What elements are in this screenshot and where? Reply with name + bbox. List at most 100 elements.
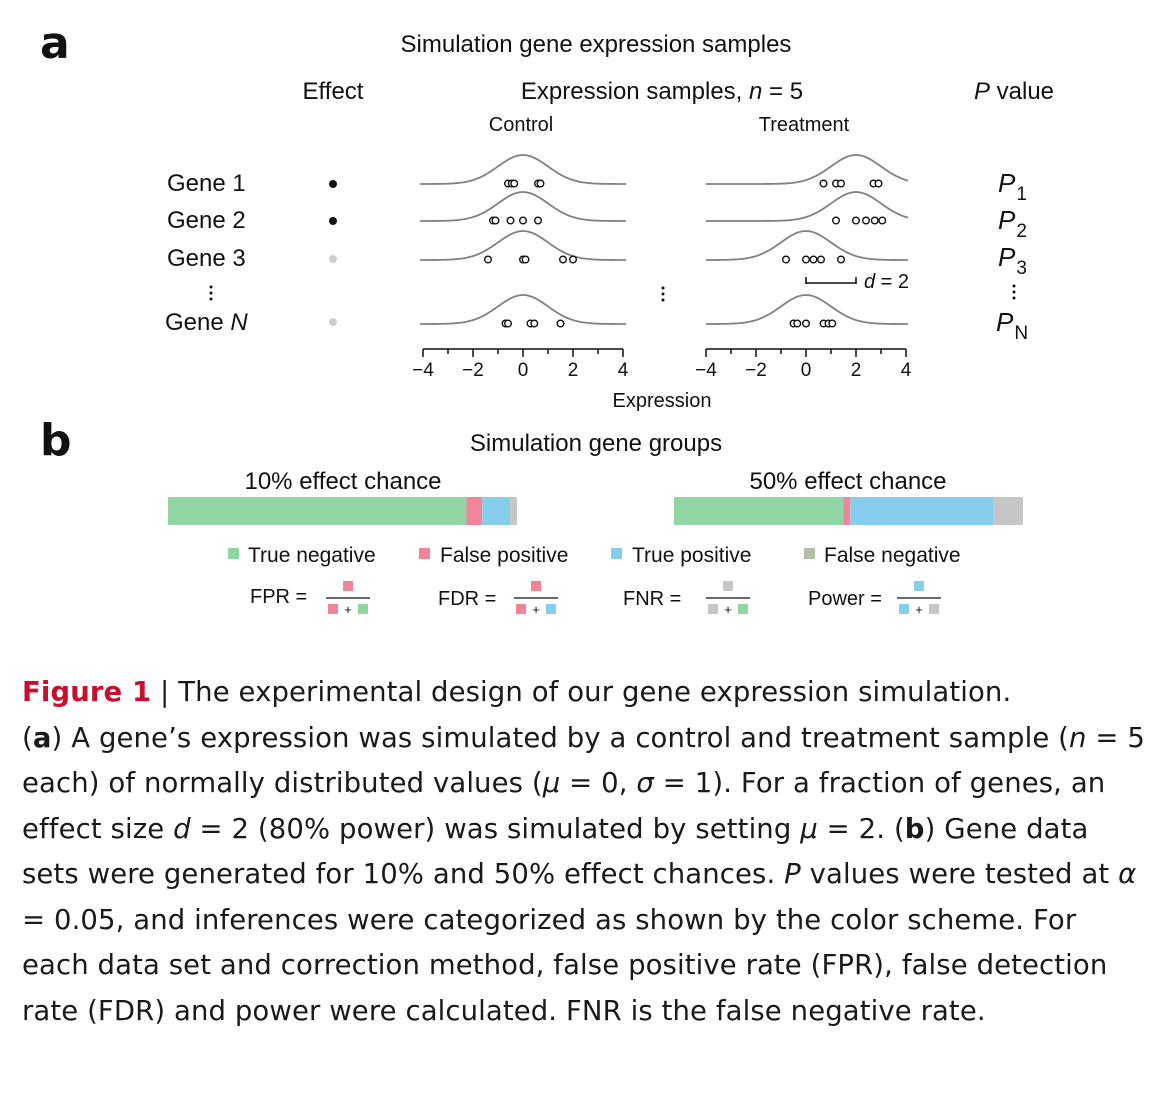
panel-b-title: Simulation gene groups xyxy=(470,430,722,457)
gene-label-2: Gene 2 xyxy=(167,207,246,234)
bar-segment-50-true-positive xyxy=(850,497,994,525)
legend-swatch-true-negative xyxy=(228,548,239,559)
control-label: Control xyxy=(489,114,553,136)
tick-label-control: 4 xyxy=(618,360,629,381)
bar-segment-50-false-positive xyxy=(843,497,851,525)
fraction-denominator-b-power xyxy=(929,604,939,614)
distribution-curve-control-3 xyxy=(420,230,626,261)
formula-power-fraction: + xyxy=(897,581,941,617)
sample-point-control-2-2 xyxy=(491,216,500,225)
legend-true-negative: True negative xyxy=(248,544,376,567)
sample-point-treatment-4-2 xyxy=(793,319,802,328)
panel-a-letter: a xyxy=(40,18,70,69)
caption-figure-label: Figure 1 xyxy=(22,676,152,708)
sample-point-treatment-3-5 xyxy=(837,255,846,264)
sample-point-control-3-1 xyxy=(484,255,493,264)
distribution-plots xyxy=(420,154,909,328)
sample-point-treatment-1-1 xyxy=(819,179,828,188)
sample-point-control-1-3 xyxy=(510,179,519,188)
group-left-label: 10% effect chance xyxy=(244,468,441,495)
fraction-plus-power: + xyxy=(915,602,923,617)
formula-fpr-label: FPR = xyxy=(250,586,307,608)
bar-segment-10-false-positive xyxy=(466,497,483,525)
bar-segment-10-true-positive xyxy=(482,497,511,525)
bar-segment-10-false-negative xyxy=(510,497,517,525)
tick-label-treatment: 0 xyxy=(801,360,812,381)
sample-point-treatment-2-2 xyxy=(852,216,861,225)
tick-label-control: 0 xyxy=(518,360,529,381)
tick-label-control: −2 xyxy=(462,360,484,381)
stacked-bar-10 xyxy=(168,497,517,525)
sample-point-control-2-4 xyxy=(519,216,528,225)
effect-size-label: d = 2 xyxy=(864,271,909,293)
sample-point-treatment-3-3 xyxy=(809,255,818,264)
sample-point-control-3-3 xyxy=(521,255,530,264)
legend-swatch-false-positive xyxy=(419,548,430,559)
sample-point-treatment-2-5 xyxy=(878,216,887,225)
vertical-ellipsis-pvalues xyxy=(1012,284,1016,300)
formula-fpr-fraction: + xyxy=(326,581,370,617)
distribution-curve-treatment-2 xyxy=(706,191,909,222)
treatment-label: Treatment xyxy=(759,114,850,136)
formula-fdr-label: FDR = xyxy=(438,588,496,610)
bar-segment-50-true-negative xyxy=(674,497,844,525)
distribution-curve-control-1 xyxy=(420,154,626,185)
caption-title: The experimental design of our gene expr… xyxy=(178,676,1012,708)
effect-dot-n xyxy=(329,318,337,326)
axis-control: −4 −2 0 2 4 xyxy=(412,348,629,381)
sample-point-treatment-1-5 xyxy=(874,179,883,188)
fraction-denominator-a-fnr xyxy=(708,604,718,614)
tick-label-control: 2 xyxy=(568,360,579,381)
effect-dot-3 xyxy=(329,255,337,263)
tick-label-treatment: 2 xyxy=(851,360,862,381)
formula-fdr-fraction: + xyxy=(514,581,558,617)
sample-point-treatment-2-3 xyxy=(862,216,871,225)
effect-dot-1 xyxy=(329,180,337,188)
formula-fnr-fraction: + xyxy=(706,581,750,617)
fraction-denominator-a-fpr xyxy=(328,604,338,614)
caption-sub-b: b xyxy=(904,812,925,845)
tick-label-treatment: 4 xyxy=(901,360,912,381)
fraction-plus-fpr: + xyxy=(344,602,352,617)
formula-fnr-label: FNR = xyxy=(623,588,681,610)
gene-label-n: Gene N xyxy=(165,309,248,336)
distribution-curve-treatment-1 xyxy=(706,154,909,185)
sample-point-treatment-3-2 xyxy=(802,255,811,264)
formulas: FPR = + FDR = + FNR = + Power = + xyxy=(250,581,941,617)
fraction-denominator-a-power xyxy=(899,604,909,614)
fraction-numerator-fnr xyxy=(723,581,733,591)
sample-point-control-3-4 xyxy=(559,255,568,264)
sample-point-treatment-1-3 xyxy=(837,179,846,188)
fraction-numerator-power xyxy=(914,581,924,591)
distribution-curve-treatment-3 xyxy=(706,230,908,261)
legend-false-negative: False negative xyxy=(824,544,961,567)
legend-true-positive: True positive xyxy=(632,544,751,567)
fraction-denominator-a-fdr xyxy=(516,604,526,614)
caption-separator: | xyxy=(151,676,179,708)
legend: True negative False positive True positi… xyxy=(228,544,961,567)
sample-point-control-4-4 xyxy=(530,319,539,328)
group-right-label: 50% effect chance xyxy=(749,468,946,495)
sample-point-treatment-4-3 xyxy=(802,319,811,328)
gene-label-3: Gene 3 xyxy=(167,245,246,272)
fraction-denominator-b-fnr xyxy=(738,604,748,614)
stacked-bar-50 xyxy=(674,497,1024,525)
caption-sub-a: a xyxy=(32,721,52,754)
figure-caption: Figure 1 | The experimental design of ou… xyxy=(22,676,1145,1027)
bar-segment-10-true-negative xyxy=(168,497,467,525)
p-value-3: P3 xyxy=(998,242,1027,279)
sample-point-control-2-3 xyxy=(506,216,515,225)
tick-label-treatment: −4 xyxy=(695,360,717,381)
x-axis-label: Expression xyxy=(613,390,712,412)
p-value-2: P2 xyxy=(998,205,1027,242)
p-value-n: PN xyxy=(996,307,1028,344)
samples-header: Expression samples, n = 5 xyxy=(521,78,803,105)
sample-point-control-4-5 xyxy=(556,319,565,328)
distribution-curve-control-2 xyxy=(420,191,626,222)
axis-treatment: −4 −2 0 2 4 xyxy=(695,348,912,381)
sample-point-treatment-3-4 xyxy=(817,255,826,264)
fraction-denominator-b-fpr xyxy=(358,604,368,614)
gene-label-1: Gene 1 xyxy=(167,170,246,197)
fraction-numerator-fdr xyxy=(531,581,541,591)
